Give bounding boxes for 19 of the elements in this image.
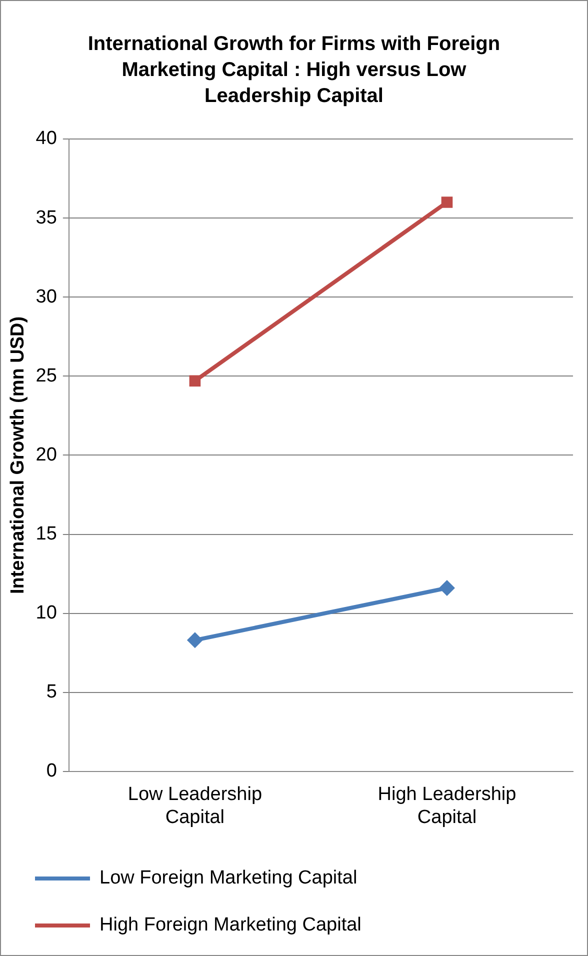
y-axis-title: International Growth (mn USD): [8, 316, 29, 594]
chart-title: International Growth for Firms with Foreign Marketing Capital : High versus Low Leadership Capital: [86, 32, 502, 109]
point: [441, 196, 453, 208]
y-tick-label: 15: [36, 523, 57, 544]
y-tick-label: 25: [36, 365, 57, 386]
x-tick-label: Low Leadership Capital: [128, 784, 262, 828]
legend-label: High Foreign Marketing Capital: [100, 914, 362, 936]
y-tick-label: 30: [36, 286, 57, 308]
point: [438, 580, 455, 596]
y-tick-label: 10: [36, 602, 57, 624]
y-tick-label: 5: [46, 682, 57, 703]
y-tick-label: 35: [36, 207, 57, 228]
point: [189, 375, 201, 387]
y-tick-label: 20: [36, 444, 57, 466]
x-tick-label: High Leadership Capital: [378, 784, 516, 828]
point: [186, 632, 203, 648]
legend-label: Low Foreign Marketing Capital: [100, 868, 358, 889]
y-tick-label: 40: [36, 128, 57, 150]
y-tick-label: 0: [46, 760, 57, 782]
